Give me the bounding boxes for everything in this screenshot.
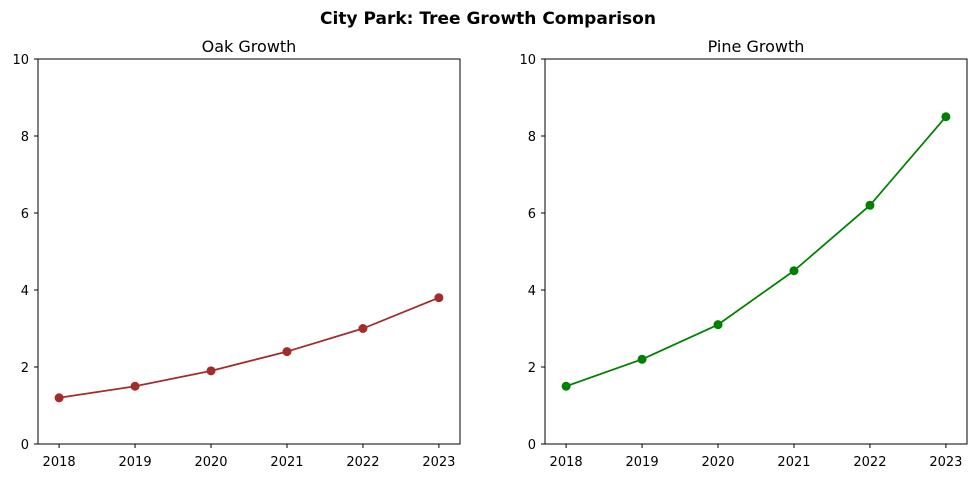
pine-y-tick-label: 8 [528, 130, 536, 145]
pine-data-point [865, 200, 875, 210]
pine-data-point [941, 112, 951, 122]
pine-y-tick-label: 2 [528, 361, 536, 376]
oak-y-tick-label: 2 [21, 361, 29, 376]
pine-x-tick-label: 2020 [701, 455, 734, 470]
pine-data-point [789, 266, 799, 276]
pine-y-tick-label: 0 [528, 438, 536, 453]
oak-y-tick-label: 10 [12, 53, 29, 68]
oak-x-tick-label: 2019 [119, 455, 152, 470]
oak-data-point [54, 393, 64, 403]
oak-data-point [206, 366, 216, 376]
oak-x-tick-label: 2018 [43, 455, 76, 470]
pine-axis-ticks: 2018 2019 2020 2021 2022 2023 0 2 4 6 8 10 [519, 53, 962, 470]
oak-y-tick-label: 6 [21, 207, 29, 222]
oak-y-tick-label: 4 [21, 284, 29, 299]
oak-y-tick-label: 8 [21, 130, 29, 145]
oak-growth-chart: Oak Growth 2018 2019 2020 2021 2022 2023 0 2 4 6 8… [12, 37, 461, 470]
pine-series [561, 112, 951, 391]
oak-y-tick-label: 0 [21, 438, 29, 453]
pine-x-tick-label: 2023 [929, 455, 962, 470]
pine-x-tick-label: 2021 [777, 455, 810, 470]
oak-chart-title: Oak Growth [202, 37, 297, 56]
oak-data-point [130, 381, 140, 391]
oak-x-tick-label: 2020 [194, 455, 227, 470]
oak-series [54, 293, 444, 403]
pine-x-tick-label: 2019 [626, 455, 659, 470]
oak-series-line [58, 296, 440, 399]
pine-y-tick-label: 10 [519, 53, 536, 68]
pine-x-tick-label: 2018 [550, 455, 583, 470]
oak-x-tick-label: 2022 [346, 455, 379, 470]
pine-data-point [561, 381, 571, 391]
pine-x-tick-label: 2022 [853, 455, 886, 470]
pine-data-point [713, 320, 723, 330]
oak-axis-ticks: 2018 2019 2020 2021 2022 2023 0 2 4 6 8 10 [12, 53, 455, 470]
oak-x-tick-label: 2021 [270, 455, 303, 470]
pine-data-point [637, 354, 647, 364]
oak-data-point [434, 293, 444, 303]
pine-series-line [565, 116, 947, 388]
pine-growth-chart: Pine Growth 2018 2019 2020 2021 2022 2023 0 2 4 6… [519, 37, 968, 470]
oak-data-point [282, 347, 292, 357]
pine-axes-frame [544, 58, 968, 445]
pine-y-tick-label: 4 [528, 284, 536, 299]
pine-chart-title: Pine Growth [708, 37, 805, 56]
figure-title: City Park: Tree Growth Comparison [320, 9, 656, 29]
oak-data-point [358, 324, 368, 333]
pine-y-tick-label: 6 [528, 207, 536, 222]
oak-axes-frame [37, 58, 461, 445]
oak-x-tick-label: 2023 [422, 455, 455, 470]
